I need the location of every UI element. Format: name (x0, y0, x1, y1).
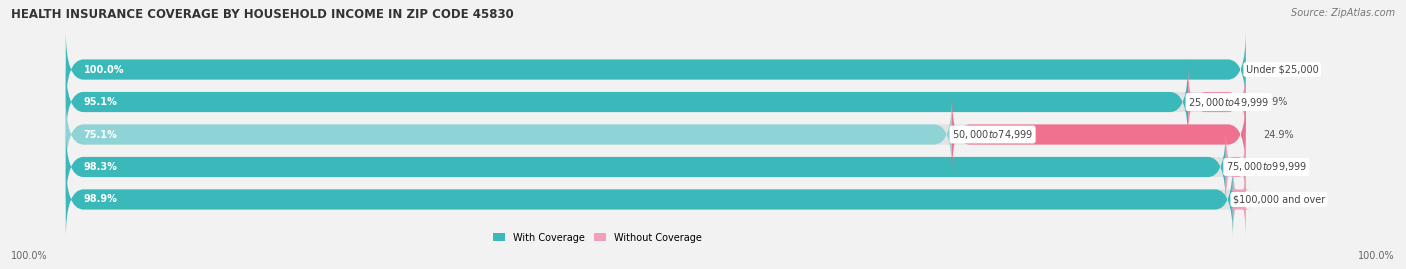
FancyBboxPatch shape (66, 31, 1246, 108)
Text: 100.0%: 100.0% (1358, 251, 1395, 261)
Text: $25,000 to $49,999: $25,000 to $49,999 (1188, 95, 1270, 108)
Text: 100.0%: 100.0% (83, 65, 124, 75)
FancyBboxPatch shape (66, 161, 1246, 238)
Text: 1.1%: 1.1% (1264, 194, 1288, 204)
FancyBboxPatch shape (66, 161, 1233, 238)
Text: 100.0%: 100.0% (11, 251, 48, 261)
FancyBboxPatch shape (952, 96, 1246, 173)
Text: HEALTH INSURANCE COVERAGE BY HOUSEHOLD INCOME IN ZIP CODE 45830: HEALTH INSURANCE COVERAGE BY HOUSEHOLD I… (11, 8, 515, 21)
FancyBboxPatch shape (66, 63, 1188, 141)
FancyBboxPatch shape (66, 96, 952, 173)
Text: 98.9%: 98.9% (83, 194, 117, 204)
FancyBboxPatch shape (66, 31, 1246, 108)
FancyBboxPatch shape (66, 63, 1246, 141)
Text: 4.9%: 4.9% (1264, 97, 1288, 107)
Text: Under $25,000: Under $25,000 (1246, 65, 1319, 75)
Text: 98.3%: 98.3% (83, 162, 117, 172)
Text: $50,000 to $74,999: $50,000 to $74,999 (952, 128, 1033, 141)
Text: 75.1%: 75.1% (83, 129, 117, 140)
Text: 0.0%: 0.0% (1264, 65, 1288, 75)
Text: 95.1%: 95.1% (83, 97, 117, 107)
Legend: With Coverage, Without Coverage: With Coverage, Without Coverage (489, 229, 706, 247)
Text: $100,000 and over: $100,000 and over (1233, 194, 1324, 204)
Text: $75,000 to $99,999: $75,000 to $99,999 (1226, 161, 1308, 174)
Text: 1.7%: 1.7% (1264, 162, 1288, 172)
FancyBboxPatch shape (66, 128, 1226, 206)
FancyBboxPatch shape (66, 128, 1246, 206)
FancyBboxPatch shape (1226, 128, 1246, 206)
FancyBboxPatch shape (1227, 161, 1250, 238)
FancyBboxPatch shape (66, 96, 1246, 173)
Text: 24.9%: 24.9% (1264, 129, 1294, 140)
Text: Source: ZipAtlas.com: Source: ZipAtlas.com (1291, 8, 1395, 18)
FancyBboxPatch shape (1188, 63, 1246, 141)
